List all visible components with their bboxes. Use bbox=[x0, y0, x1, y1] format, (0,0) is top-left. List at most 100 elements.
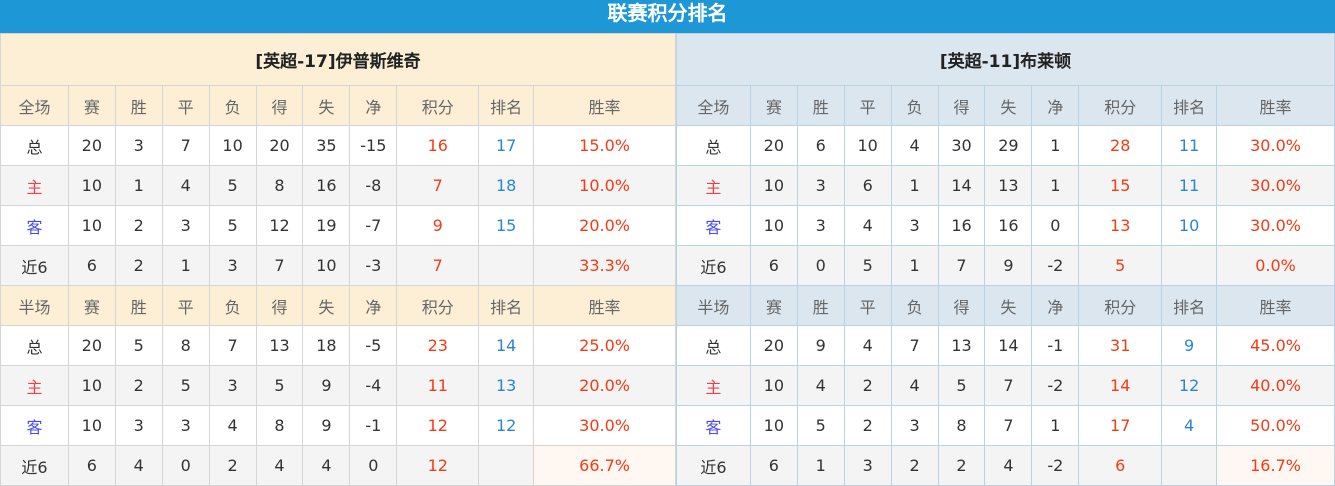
table-row: 客 10 2 3 5 12 19 -7 9 15 20.0% bbox=[0, 205, 676, 246]
row-type: 近6 bbox=[675, 445, 751, 486]
cell-wins: 9 bbox=[796, 325, 845, 366]
cell-win-rate: 10.0% bbox=[533, 165, 676, 206]
cell-games: 10 bbox=[749, 205, 798, 246]
cell-games: 20 bbox=[749, 325, 798, 366]
cell-goals-against: 9 bbox=[302, 405, 351, 446]
cell-losses: 10 bbox=[208, 125, 257, 166]
column-header-goals-for: 得 bbox=[255, 285, 304, 326]
cell-goal-diff: -3 bbox=[349, 245, 398, 286]
cell-rank: 13 bbox=[478, 365, 535, 406]
cell-goal-diff: -15 bbox=[349, 125, 398, 166]
cell-points: 28 bbox=[1078, 125, 1163, 166]
cell-goals-against: 9 bbox=[984, 245, 1033, 286]
header-row: 半场赛胜平负得失净积分 排名 胜率 bbox=[0, 285, 676, 326]
cell-goals-against: 13 bbox=[984, 165, 1033, 206]
standings-container: [英超-17]伊普斯维奇 全场赛胜平负得失净积分 排名 胜率总 20 3 7 10 20 35 -1… bbox=[0, 33, 1335, 486]
column-header-wins: 胜 bbox=[114, 285, 163, 326]
cell-points: 13 bbox=[1078, 205, 1163, 246]
column-header-wins: 胜 bbox=[114, 85, 163, 126]
cell-points: 5 bbox=[1078, 245, 1163, 286]
cell-losses: 3 bbox=[890, 205, 939, 246]
cell-rank: 11 bbox=[1161, 125, 1218, 166]
cell-goals-for: 8 bbox=[255, 405, 304, 446]
cell-losses: 4 bbox=[208, 405, 257, 446]
column-header-losses: 负 bbox=[890, 85, 939, 126]
column-header-win-rate: 胜率 bbox=[533, 285, 676, 326]
column-header-rank: 排名 bbox=[1161, 285, 1218, 326]
table-row: 近6 6 1 3 2 2 4 -2 6 16.7% bbox=[675, 445, 1335, 486]
cell-win-rate: 30.0% bbox=[1216, 125, 1335, 166]
column-header-points: 积分 bbox=[1078, 285, 1163, 326]
cell-win-rate: 40.0% bbox=[1216, 365, 1335, 406]
column-header-draws: 平 bbox=[161, 85, 210, 126]
cell-draws: 8 bbox=[161, 325, 210, 366]
table-row: 主 10 1 4 5 8 16 -8 7 18 10.0% bbox=[0, 165, 676, 206]
cell-rank bbox=[478, 445, 535, 486]
cell-losses: 3 bbox=[208, 245, 257, 286]
cell-goals-against: 18 bbox=[302, 325, 351, 366]
cell-draws: 4 bbox=[161, 165, 210, 206]
cell-points: 14 bbox=[1078, 365, 1163, 406]
cell-goals-for: 4 bbox=[255, 445, 304, 486]
cell-games: 20 bbox=[749, 125, 798, 166]
cell-draws: 1 bbox=[161, 245, 210, 286]
table-row: 主 10 3 6 1 14 13 1 15 11 30.0% bbox=[675, 165, 1335, 206]
cell-goals-for: 12 bbox=[255, 205, 304, 246]
cell-games: 10 bbox=[67, 405, 116, 446]
cell-draws: 0 bbox=[161, 445, 210, 486]
column-header-points: 积分 bbox=[396, 85, 480, 126]
cell-wins: 3 bbox=[796, 205, 845, 246]
cell-goal-diff: -5 bbox=[349, 325, 398, 366]
column-header-games: 赛 bbox=[749, 285, 798, 326]
cell-rank: 11 bbox=[1161, 165, 1218, 206]
row-type: 近6 bbox=[0, 245, 69, 286]
cell-goal-diff: -2 bbox=[1031, 445, 1080, 486]
cell-wins: 2 bbox=[114, 365, 163, 406]
cell-draws: 2 bbox=[843, 405, 892, 446]
cell-goal-diff: 0 bbox=[1031, 205, 1080, 246]
column-header-wins: 胜 bbox=[796, 285, 845, 326]
cell-rank: 18 bbox=[478, 165, 535, 206]
cell-wins: 0 bbox=[796, 245, 845, 286]
row-type: 总 bbox=[675, 325, 751, 366]
cell-draws: 10 bbox=[843, 125, 892, 166]
cell-draws: 5 bbox=[843, 245, 892, 286]
cell-losses: 1 bbox=[890, 245, 939, 286]
column-header-goal-diff: 净 bbox=[1031, 85, 1080, 126]
cell-wins: 2 bbox=[114, 205, 163, 246]
cell-rank: 10 bbox=[1161, 205, 1218, 246]
cell-goals-against: 9 bbox=[302, 365, 351, 406]
table-row: 客 10 5 2 3 8 7 1 17 4 50.0% bbox=[675, 405, 1335, 446]
cell-goals-for: 8 bbox=[937, 405, 986, 446]
column-header-games: 赛 bbox=[67, 285, 116, 326]
cell-draws: 5 bbox=[161, 365, 210, 406]
cell-wins: 1 bbox=[114, 165, 163, 206]
cell-losses: 3 bbox=[890, 405, 939, 446]
cell-games: 10 bbox=[67, 365, 116, 406]
cell-win-rate: 33.3% bbox=[533, 245, 676, 286]
cell-games: 10 bbox=[749, 405, 798, 446]
cell-wins: 4 bbox=[796, 365, 845, 406]
standings-table: [英超-11]布莱顿 全场赛胜平负得失净积分 排名 胜率总 20 6 10 4 30 29 1 28 1… bbox=[675, 33, 1335, 486]
cell-goal-diff: -8 bbox=[349, 165, 398, 206]
table-row: 总 20 5 8 7 13 18 -5 23 14 25.0% bbox=[0, 325, 676, 366]
column-header-games: 赛 bbox=[749, 85, 798, 126]
column-header-win-rate: 胜率 bbox=[533, 85, 676, 126]
column-header-goal-diff: 净 bbox=[1031, 285, 1080, 326]
table-row: 主 10 2 5 3 5 9 -4 11 13 20.0% bbox=[0, 365, 676, 406]
cell-win-rate: 15.0% bbox=[533, 125, 676, 166]
cell-points: 16 bbox=[396, 125, 480, 166]
row-type: 客 bbox=[675, 405, 751, 446]
cell-win-rate: 16.7% bbox=[1216, 445, 1335, 486]
cell-goals-for: 16 bbox=[937, 205, 986, 246]
cell-wins: 5 bbox=[114, 325, 163, 366]
cell-goals-against: 4 bbox=[984, 445, 1033, 486]
column-header-goals-against: 失 bbox=[984, 85, 1033, 126]
column-header-losses: 负 bbox=[208, 285, 257, 326]
row-type: 客 bbox=[675, 205, 751, 246]
column-header-rank: 排名 bbox=[478, 285, 535, 326]
column-header-goals-against: 失 bbox=[984, 285, 1033, 326]
cell-goals-against: 14 bbox=[984, 325, 1033, 366]
header-row: 全场赛胜平负得失净积分 排名 胜率 bbox=[0, 85, 676, 126]
cell-goals-for: 7 bbox=[937, 245, 986, 286]
